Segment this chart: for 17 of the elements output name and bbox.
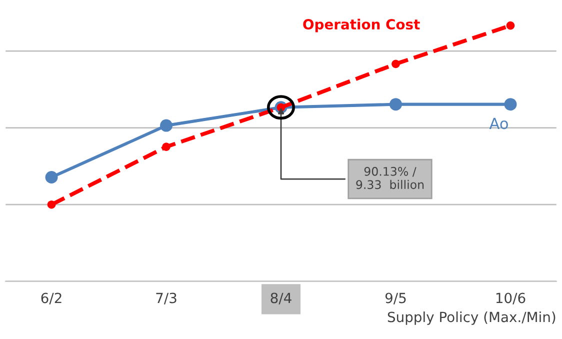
x-tick-label: 7/3 — [156, 292, 176, 304]
x-tick-label: 6/2 — [41, 292, 62, 304]
point — [45, 170, 58, 184]
point — [392, 60, 400, 68]
point — [389, 98, 402, 111]
series-label: Ao — [489, 118, 508, 130]
x-tick-label: 10/6 — [496, 292, 526, 304]
annotation: 90.13% / 9.33 billion — [356, 166, 424, 190]
point — [47, 200, 56, 209]
x-tick-label: 9/5 — [385, 292, 406, 304]
point — [160, 119, 173, 132]
x-tick-label: 8/4 — [270, 292, 292, 304]
x-axis-title: Supply Policy (Max./Min) — [388, 311, 556, 325]
point — [504, 98, 517, 111]
series-label: Operation Cost — [303, 18, 420, 32]
point — [162, 142, 170, 151]
point — [506, 21, 515, 30]
